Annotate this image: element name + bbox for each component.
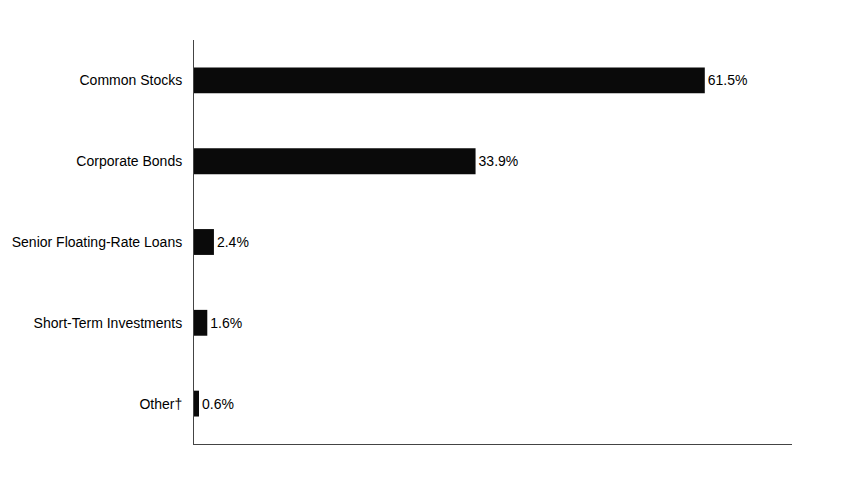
svg-text:Senior Floating-Rate Loans: Senior Floating-Rate Loans <box>12 234 182 250</box>
svg-text:Short-Term Investments: Short-Term Investments <box>34 315 183 331</box>
svg-text:Corporate Bonds: Corporate Bonds <box>76 153 182 169</box>
svg-text:Other†: Other† <box>139 396 182 412</box>
svg-text:61.5%: 61.5% <box>708 72 748 88</box>
svg-text:Common Stocks: Common Stocks <box>79 72 182 88</box>
svg-text:33.9%: 33.9% <box>479 153 519 169</box>
svg-text:1.6%: 1.6% <box>210 315 242 331</box>
svg-text:2.4%: 2.4% <box>217 234 249 250</box>
svg-text:0.6%: 0.6% <box>202 396 234 412</box>
